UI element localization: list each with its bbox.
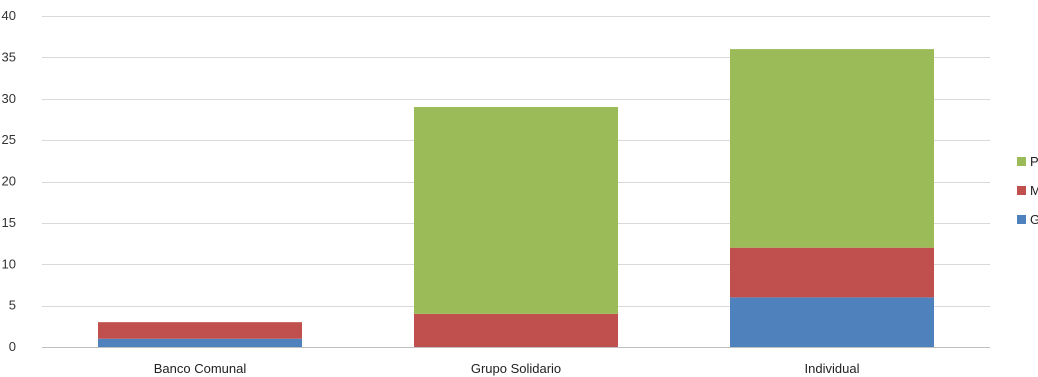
bar-m-individual bbox=[730, 247, 934, 298]
legend-swatch-p bbox=[1017, 157, 1026, 166]
x-axis: Banco Comunal Grupo Solidario Individual bbox=[154, 361, 860, 376]
y-tick-label: 15 bbox=[2, 215, 16, 230]
x-category-label: Individual bbox=[805, 361, 860, 376]
bar-g-banco-comunal bbox=[98, 338, 302, 347]
legend-label-m: M bbox=[1030, 183, 1038, 198]
y-tick-label: 20 bbox=[2, 174, 16, 189]
y-tick-label: 35 bbox=[2, 49, 16, 64]
bar-p-individual bbox=[730, 49, 934, 248]
bar-p-grupo-solidario bbox=[414, 107, 618, 314]
legend-swatch-m bbox=[1017, 186, 1026, 195]
bars bbox=[98, 49, 934, 347]
x-category-label: Grupo Solidario bbox=[471, 361, 561, 376]
y-tick-label: 5 bbox=[9, 298, 16, 313]
y-tick-label: 40 bbox=[2, 8, 16, 23]
y-tick-label: 30 bbox=[2, 91, 16, 106]
legend: PMG bbox=[1017, 154, 1038, 227]
bar-m-banco-comunal bbox=[98, 322, 302, 339]
y-tick-label: 10 bbox=[2, 256, 16, 271]
legend-label-p: P bbox=[1030, 154, 1038, 169]
x-category-label: Banco Comunal bbox=[154, 361, 247, 376]
bar-m-grupo-solidario bbox=[414, 313, 618, 347]
y-tick-label: 25 bbox=[2, 132, 16, 147]
y-axis: 0 5 10 15 20 25 30 35 40 bbox=[2, 8, 16, 354]
bar-g-individual bbox=[730, 297, 934, 347]
legend-swatch-g bbox=[1017, 215, 1026, 224]
y-tick-label: 0 bbox=[9, 339, 16, 354]
legend-label-g: G bbox=[1030, 212, 1038, 227]
